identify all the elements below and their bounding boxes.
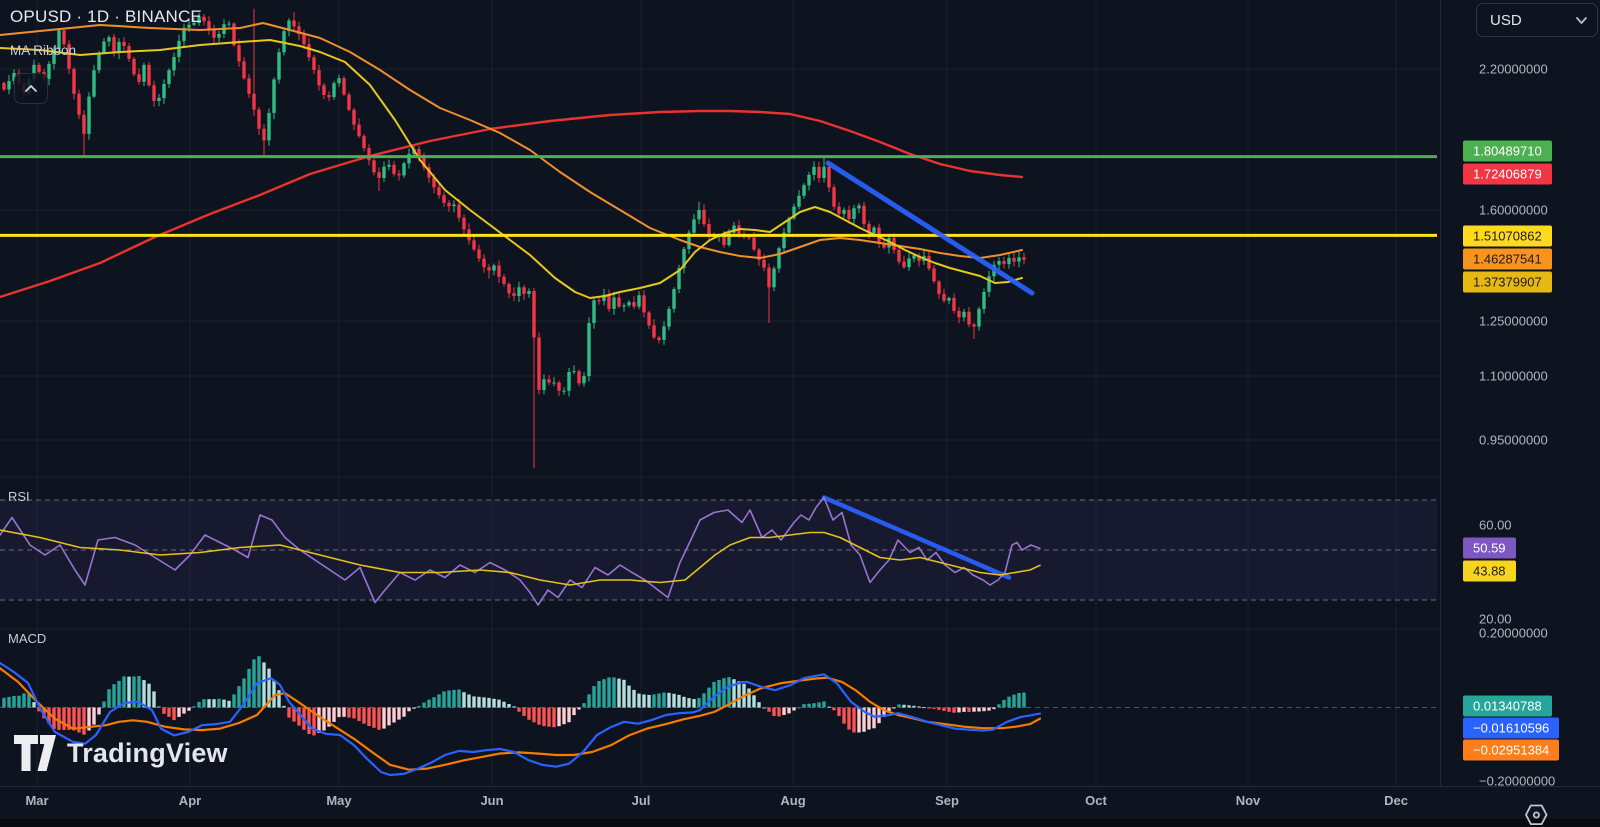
price-label: 1.10000000	[1479, 368, 1548, 384]
price-badge: 1.46287541	[1463, 248, 1552, 270]
price-badge: −0.01610596	[1463, 717, 1560, 739]
rsi-pane-label[interactable]: RSI	[8, 489, 30, 504]
candlestick-series	[2, 8, 1026, 469]
macd-histogram	[2, 656, 1026, 736]
time-axis-label-nov[interactable]: Nov	[1235, 793, 1261, 808]
time-axis-label-dec[interactable]: Dec	[1384, 793, 1408, 808]
price-label: 20.00	[1479, 611, 1512, 627]
time-axis[interactable]: Mar Apr May Jun Jul Aug Sep Oct Nov Dec	[0, 786, 1600, 819]
tradingview-logo-icon	[14, 735, 56, 771]
tradingview-brand-text: TradingView	[67, 737, 228, 768]
tradingview-watermark: TradingView	[14, 735, 228, 771]
price-badge: 1.37379907	[1463, 271, 1552, 293]
price-badge: −0.02951384	[1463, 739, 1560, 761]
chevron-down-icon	[1576, 11, 1587, 29]
currency-selector[interactable]: USD	[1476, 3, 1598, 37]
time-axis-label-aug[interactable]: Aug	[780, 793, 806, 808]
time-axis-label-jun[interactable]: Jun	[480, 793, 504, 808]
price-label: 1.25000000	[1479, 313, 1548, 329]
price-axis[interactable]: 2.20000000 1.80489710 1.72406879 1.60000000…	[1440, 0, 1600, 789]
currency-selector-value: USD	[1490, 11, 1522, 29]
indicator-label[interactable]: MA Ribbon	[10, 43, 77, 58]
chevron-up-icon	[25, 85, 37, 92]
price-label: 0.95000000	[1479, 432, 1548, 448]
bottom-edge	[0, 819, 1600, 827]
time-axis-label-apr[interactable]: Apr	[178, 793, 202, 808]
symbol-title[interactable]: OPUSD · 1D · BINANCE	[10, 7, 202, 26]
settings-gear-icon[interactable]	[1524, 804, 1549, 827]
price-badge: 1.72406879	[1463, 163, 1552, 185]
price-label: −0.20000000	[1479, 773, 1556, 789]
price-badge: 43.88	[1463, 560, 1516, 582]
time-axis-label-may[interactable]: May	[326, 793, 352, 808]
time-axis-label-oct[interactable]: Oct	[1085, 793, 1107, 808]
price-badge: 1.51070862	[1463, 225, 1552, 247]
macd-pane-label[interactable]: MACD	[8, 631, 47, 646]
time-axis-label-jul[interactable]: Jul	[631, 793, 651, 808]
price-label: 0.20000000	[1479, 625, 1548, 641]
price-badge: 0.01340788	[1463, 695, 1552, 717]
time-axis-label-sep[interactable]: Sep	[935, 793, 959, 808]
collapse-panel-button[interactable]	[14, 73, 48, 104]
time-axis-label-mar[interactable]: Mar	[25, 793, 49, 808]
price-label: 1.60000000	[1479, 202, 1548, 218]
price-label: 60.00	[1479, 517, 1512, 533]
price-badge: 1.80489710	[1463, 140, 1552, 162]
price-badge: 50.59	[1463, 537, 1516, 559]
price-label: 2.20000000	[1479, 61, 1548, 77]
